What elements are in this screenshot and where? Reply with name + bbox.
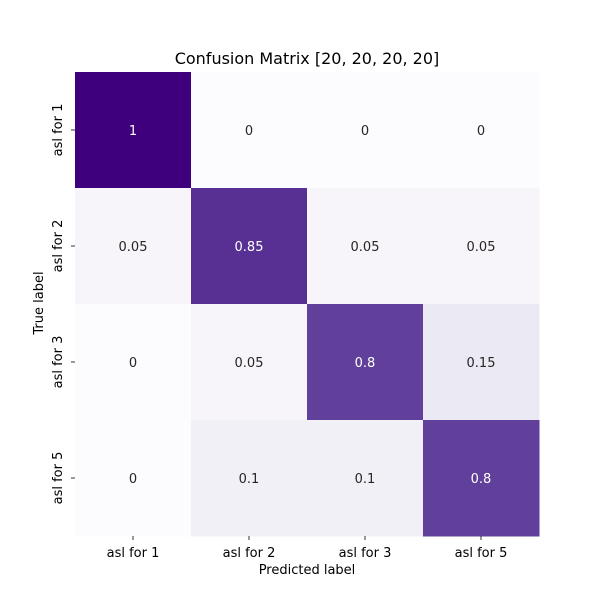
heatmap-cell: [191, 420, 308, 537]
cell-value-label: 0: [129, 472, 137, 487]
heatmap-cell: [307, 420, 424, 537]
heatmap-cell: [423, 420, 540, 537]
cell-value-label: 0.05: [467, 240, 496, 255]
heatmap-cell: [423, 304, 540, 421]
x-tick-label: asl for 5: [455, 546, 508, 561]
cell-value-label: 0.05: [351, 240, 380, 255]
cell-value-label: 0.1: [239, 472, 260, 487]
cell-value-label: 0: [477, 124, 485, 139]
x-tick-label: asl for 2: [223, 546, 276, 561]
cell-value-label: 0.85: [235, 240, 264, 255]
heatmap-cell: [191, 72, 308, 189]
heatmap-cell: [307, 72, 424, 189]
heatmap-cell: [423, 72, 540, 189]
cell-value-label: 0.05: [235, 356, 264, 371]
chart-title: Confusion Matrix [20, 20, 20, 20]: [175, 49, 440, 68]
heatmap-cell: [75, 420, 192, 537]
x-axis-ticks: asl for 1 asl for 2 asl for 3 asl for 5: [107, 536, 508, 561]
heatmap-cell: [423, 188, 540, 305]
cell-value-label: 0.05: [119, 240, 148, 255]
y-tick-label: asl for 5: [51, 452, 66, 505]
y-axis-label: True label: [32, 271, 47, 335]
x-tick-label: asl for 3: [339, 546, 392, 561]
heatmap-cell: [75, 188, 192, 305]
heatmap-cell: [191, 304, 308, 421]
y-tick-label: asl for 2: [51, 220, 66, 273]
y-axis-ticks: asl for 1 asl for 2 asl for 3 asl for 5: [51, 104, 75, 505]
heatmap-cell: [307, 304, 424, 421]
heatmap-cell: [75, 304, 192, 421]
heatmap-cell: [307, 188, 424, 305]
cell-value-label: 0: [245, 124, 253, 139]
y-tick-label: asl for 3: [51, 336, 66, 389]
cell-value-label: 0.8: [471, 472, 492, 487]
cell-value-label: 0.15: [467, 356, 496, 371]
cell-value-label: 0.8: [355, 356, 376, 371]
cell-value-label: 1: [129, 124, 137, 139]
cell-value-label: 0: [129, 356, 137, 371]
heatmap-cell: [75, 72, 192, 189]
y-tick-label: asl for 1: [51, 104, 66, 157]
cell-value-label: 0: [361, 124, 369, 139]
heatmap-cell: [191, 188, 308, 305]
x-tick-label: asl for 1: [107, 546, 160, 561]
x-axis-label: Predicted label: [259, 563, 356, 578]
cell-value-label: 0.1: [355, 472, 376, 487]
heatmap-cells: 1 0 0 0 0.05 0.85 0.05 0.05 0 0.05 0.8 0.15 0 0.1 0.1 0…: [75, 72, 540, 537]
